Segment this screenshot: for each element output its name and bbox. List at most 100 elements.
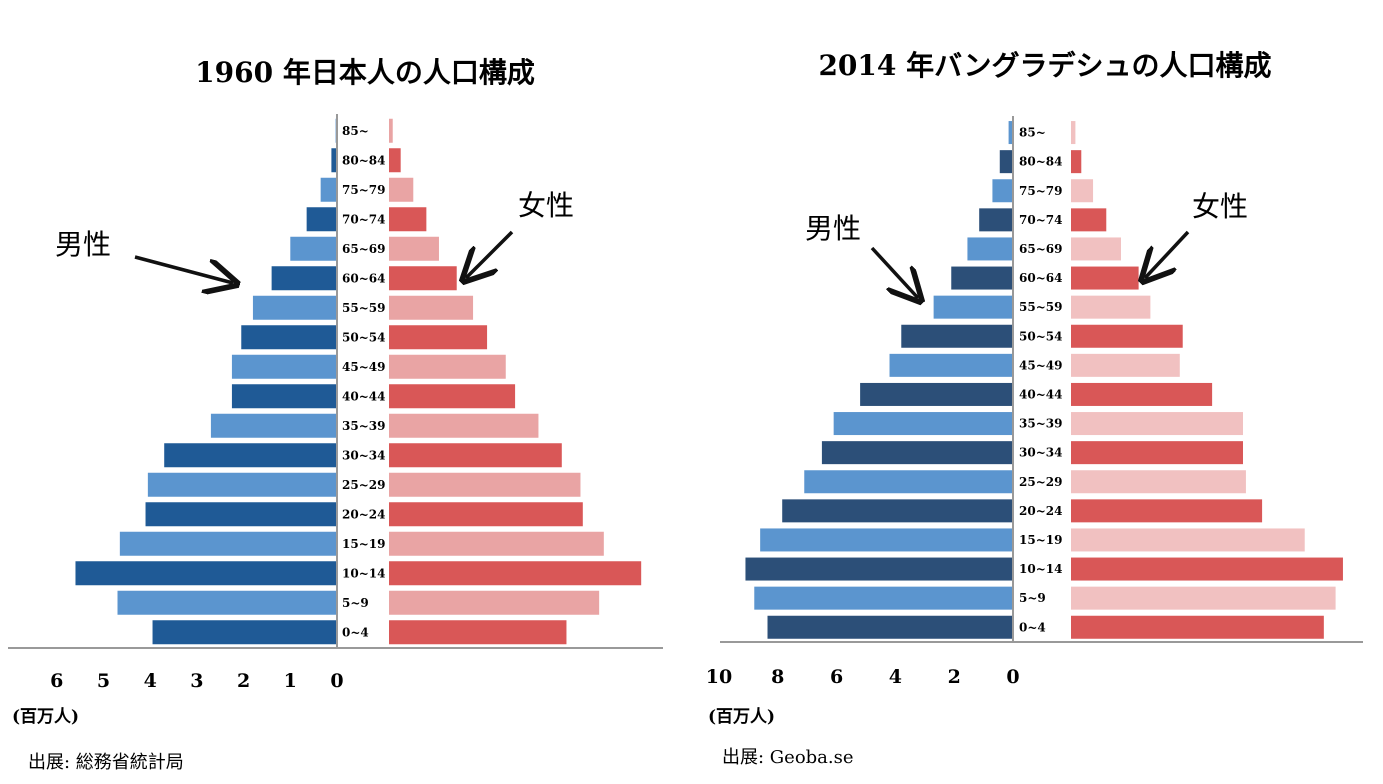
chart2-age-label: 85~: [1019, 126, 1046, 140]
chart1-male-bar-30~34: [164, 443, 337, 468]
chart2-female-bar-0~4: [1071, 615, 1324, 639]
chart1-age-labels: 0~4 5~9 10~14 15~19 20~24 25~29 30~34 35~39 40~4…: [342, 124, 385, 640]
chart2-age-label: 20~24: [1019, 504, 1062, 518]
chart2-female-arrow: [1145, 230, 1190, 278]
chart2-age-label: 5~9: [1019, 591, 1046, 605]
chart2-age-label: 55~59: [1019, 300, 1062, 314]
chart1-male-bar-55~59: [252, 295, 337, 320]
chart1-age-label: 20~24: [342, 507, 385, 521]
chart2-x-tick: 10: [706, 666, 732, 688]
chart1-male-bar-0~4: [152, 620, 337, 645]
chart1-male-bar-45~49: [231, 354, 337, 379]
chart2-age-labels: 0~4 5~9 10~14 15~19 20~24 25~29 30~34 35~39 40~4…: [1019, 126, 1062, 635]
chart2-female-bar-30~34: [1071, 441, 1243, 465]
chart1-male-bar-60~64: [271, 266, 337, 291]
chart2-x-tick: 8: [771, 666, 784, 688]
chart1-age-label: 35~39: [342, 419, 385, 433]
chart1-x-tick: 2: [237, 670, 250, 692]
chart2-male-bar-0~4: [767, 615, 1013, 639]
chart1-age-label: 0~4: [342, 625, 369, 639]
chart2-age-label: 15~19: [1019, 533, 1062, 547]
chart1-age-label: 30~34: [342, 448, 385, 462]
chart1-male-bar-10~14: [75, 561, 337, 586]
chart1-unit-label: (百万人): [12, 707, 79, 727]
chart2-male-bar-35~39: [833, 412, 1013, 436]
chart2-female-bar-45~49: [1071, 353, 1180, 377]
chart1-female-bar-10~14: [389, 561, 642, 586]
chart2-female-bar-40~44: [1071, 382, 1213, 406]
chart1-female-bar-0~4: [389, 620, 567, 645]
chart2-female-bar-10~14: [1071, 557, 1343, 581]
chart2-female-bar-65~69: [1071, 237, 1121, 261]
chart1-female-bar-60~64: [389, 266, 457, 291]
chart1-female-bar-40~44: [389, 384, 516, 409]
chart1-male-bar-70~74: [306, 207, 337, 232]
chart2-female-bar-5~9: [1071, 586, 1336, 610]
chart1-age-label: 65~69: [342, 242, 385, 256]
chart1-male-bar-65~69: [290, 236, 337, 261]
chart2-female-label: 女性: [1192, 190, 1248, 223]
chart2-male-bar-80~84: [999, 150, 1013, 174]
chart1-female-bar-65~69: [389, 236, 439, 261]
chart1-male-bar-50~54: [241, 325, 337, 350]
chart2-male-bar-5~9: [754, 586, 1013, 610]
chart2-x-tick: 0: [1006, 666, 1019, 688]
chart2-female-bar-35~39: [1071, 412, 1243, 436]
chart2-age-label: 70~74: [1019, 213, 1062, 227]
chart1-female-bar-80~84: [389, 148, 401, 173]
chart1-x-tick: 6: [50, 670, 63, 692]
chart2-source: 出展: Geoba.se: [722, 747, 854, 768]
chart1-female-bar-35~39: [389, 413, 539, 438]
chart2-male-bar-10~14: [745, 557, 1013, 581]
chart1-female-bar-75~79: [389, 177, 414, 202]
chart2-age-label: 60~64: [1019, 271, 1062, 285]
chart2-male-bar-55~59: [933, 295, 1013, 319]
chart2-male-bar-25~29: [804, 470, 1013, 494]
chart2-female-bar-55~59: [1071, 295, 1151, 319]
chart2-female-bar-60~64: [1071, 266, 1139, 290]
chart2-male-bar-20~24: [782, 499, 1013, 523]
chart2-age-label: 80~84: [1019, 155, 1062, 169]
chart2-female-bar-85~: [1071, 121, 1076, 145]
chart2-age-label: 75~79: [1019, 184, 1062, 198]
chart1-age-label: 40~44: [342, 389, 385, 403]
chart2-female-bar-75~79: [1071, 179, 1094, 203]
chart1-male-bar-35~39: [210, 413, 337, 438]
chart1-x-ticks: 6 5 4 3 2 1 0: [50, 670, 343, 692]
chart2-x-tick: 2: [948, 666, 961, 688]
chart1-x-tick: 0: [330, 670, 343, 692]
chart1-male-label: 男性: [55, 228, 111, 261]
chart1-age-label: 85~: [342, 124, 369, 138]
chart1-x-tick: 1: [284, 670, 297, 692]
chart2-age-label: 35~39: [1019, 417, 1062, 431]
chart2-female-bar-50~54: [1071, 324, 1183, 348]
chart2-age-label: 65~69: [1019, 242, 1062, 256]
chart1-bars: [8, 114, 663, 649]
chart1-female-bar-85~: [389, 118, 393, 143]
chart1-female-bar-5~9: [389, 590, 600, 615]
chart2-female-bar-20~24: [1071, 499, 1263, 523]
chart1-male-bar-40~44: [231, 384, 337, 409]
chart2-male-bar-65~69: [967, 237, 1013, 261]
chart2-age-label: 40~44: [1019, 387, 1062, 401]
chart1-female-bar-30~34: [389, 443, 562, 468]
chart1-source: 出展: 総務省統計局: [28, 752, 184, 773]
chart1-age-label: 75~79: [342, 183, 385, 197]
chart2-age-label: 25~29: [1019, 475, 1062, 489]
chart2-age-label: 0~4: [1019, 620, 1046, 634]
chart1-age-label: 55~59: [342, 301, 385, 315]
chart1-title: 1960 年日本人の人口構成: [195, 56, 535, 89]
chart1-female-bar-50~54: [389, 325, 488, 350]
chart1-x-tick: 3: [190, 670, 203, 692]
chart2-male-arrow: [870, 246, 918, 298]
chart2-bars: [720, 116, 1363, 643]
chart2-female-bar-15~19: [1071, 528, 1305, 552]
chart1-male-bar-15~19: [119, 531, 337, 556]
chart1-female-label: 女性: [518, 189, 574, 222]
chart2-age-label: 45~49: [1019, 358, 1062, 372]
chart1-age-label: 50~54: [342, 330, 385, 344]
chart2-x-tick: 6: [830, 666, 843, 688]
chart2-male-bar-75~79: [992, 179, 1013, 203]
chart2-age-label: 10~14: [1019, 562, 1062, 576]
